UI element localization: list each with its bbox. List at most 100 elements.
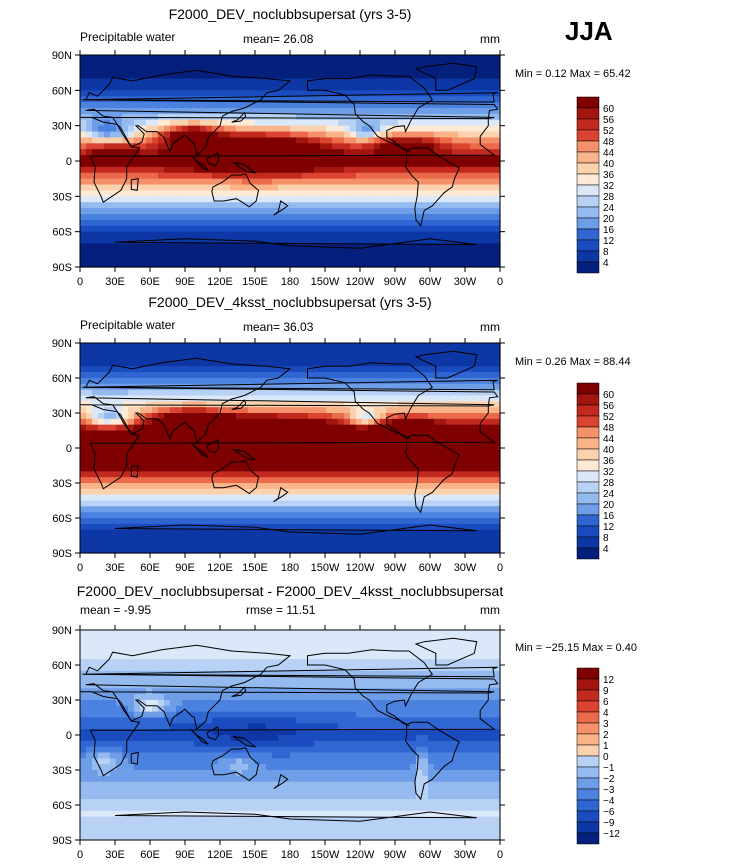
field-cell <box>272 225 279 233</box>
field-cell <box>248 243 255 250</box>
field-cell <box>176 166 183 174</box>
field-cell <box>284 343 291 350</box>
field-cell <box>182 465 189 472</box>
field-cell <box>212 243 219 250</box>
field-cell <box>230 190 237 197</box>
field-cell <box>212 196 219 203</box>
field-cell <box>236 488 243 496</box>
field-cell <box>116 389 123 397</box>
field-cell <box>254 372 261 379</box>
field-cell <box>218 436 225 443</box>
field-cell <box>362 518 369 525</box>
field-cell <box>398 518 405 525</box>
field-cell <box>380 407 387 414</box>
continent-outline <box>211 173 260 208</box>
field-cell <box>422 512 429 519</box>
field-cell <box>254 389 261 397</box>
field-cell <box>374 237 381 245</box>
field-cell <box>224 448 231 455</box>
field-cell <box>374 155 381 162</box>
field-cell <box>224 465 231 472</box>
field-cell <box>494 261 501 268</box>
field-cell <box>356 401 363 408</box>
field-cell <box>230 90 237 97</box>
field-cell <box>236 84 243 91</box>
field-cell <box>248 389 255 397</box>
field-cell <box>308 125 315 133</box>
field-cell <box>374 125 381 133</box>
field-cell <box>224 500 231 507</box>
field-cell <box>440 113 447 121</box>
field-cell <box>398 102 405 109</box>
field-cell <box>284 378 291 385</box>
field-cell <box>476 413 483 420</box>
field-cell <box>212 102 219 109</box>
field-cell <box>428 483 435 490</box>
field-cell <box>398 465 405 472</box>
field-cell <box>206 243 213 250</box>
field-cell <box>398 343 405 350</box>
field-cell <box>398 96 405 103</box>
field-cell <box>164 202 171 209</box>
field-cell <box>302 214 309 221</box>
field-cell <box>128 500 135 507</box>
field-cell <box>230 453 237 461</box>
field-cell <box>272 78 279 86</box>
field-cell <box>224 459 231 467</box>
field-cell <box>278 172 285 180</box>
field-cell <box>284 518 291 525</box>
field-cell <box>422 383 429 391</box>
field-cell <box>164 113 171 121</box>
field-cell <box>278 90 285 97</box>
field-cell <box>362 401 369 408</box>
field-cell <box>374 506 381 513</box>
field-cell <box>260 72 267 80</box>
field-cell <box>146 413 153 420</box>
field-cell <box>470 143 477 150</box>
field-cell <box>422 442 429 449</box>
field-cell <box>110 249 117 256</box>
field-cell <box>182 483 189 490</box>
field-cell <box>416 78 423 86</box>
field-cell <box>158 348 165 356</box>
field-cell <box>224 354 231 362</box>
field-cell <box>224 143 231 150</box>
field-cell <box>494 237 501 245</box>
field-cell <box>236 261 243 268</box>
field-cell <box>284 178 291 186</box>
field-cell <box>302 102 309 109</box>
field-cell <box>488 190 495 197</box>
field-cell <box>458 413 465 420</box>
field-cell <box>320 483 327 490</box>
field-cell <box>254 108 261 115</box>
field-cell <box>194 348 201 356</box>
field-cell <box>482 506 489 513</box>
field-cell <box>380 66 387 74</box>
field-cell <box>452 512 459 519</box>
field-cell <box>398 442 405 449</box>
field-cell <box>182 488 189 496</box>
field-cell <box>338 72 345 80</box>
field-cell <box>452 448 459 455</box>
field-cell <box>332 249 339 256</box>
field-cell <box>98 360 105 367</box>
field-cell <box>464 360 471 367</box>
field-cell <box>428 225 435 233</box>
field-cell <box>464 155 471 162</box>
field-cell <box>284 255 291 262</box>
field-cell <box>482 383 489 391</box>
continent-outline <box>652 113 666 122</box>
field-cell <box>320 184 327 192</box>
field-cell <box>332 360 339 367</box>
field-cell <box>464 119 471 127</box>
field-cell <box>284 231 291 239</box>
field-cell <box>278 494 285 502</box>
field-cell <box>428 436 435 443</box>
field-cell <box>206 529 213 537</box>
field-cell <box>386 249 393 256</box>
field-cell <box>86 237 93 245</box>
field-cell <box>434 366 441 373</box>
field-cell <box>464 512 471 519</box>
field-cell <box>476 343 483 350</box>
field-cell <box>344 459 351 467</box>
